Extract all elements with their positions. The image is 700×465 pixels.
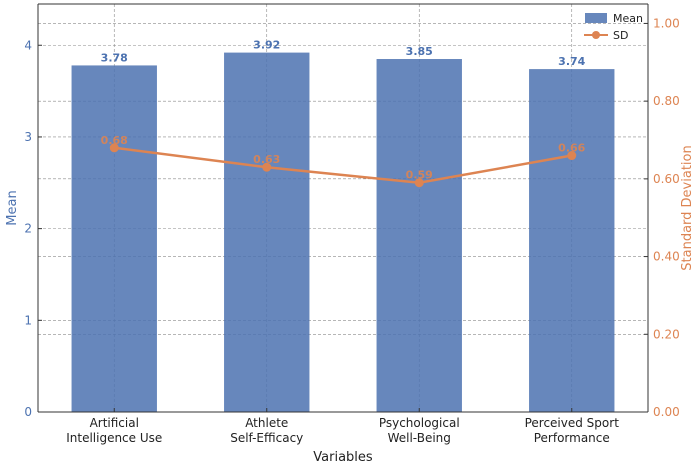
x-category-label-2-line-0: Psychological xyxy=(379,416,460,430)
right-tick-label-1: 0.20 xyxy=(653,327,680,341)
right-tick-label-3: 0.60 xyxy=(653,172,680,186)
x-category-label-3-line-0: Perceived Sport xyxy=(525,416,620,430)
left-tick-label-3: 3 xyxy=(24,130,32,144)
left-tick-label-1: 1 xyxy=(24,313,32,327)
x-category-label-0-line-1: Intelligence Use xyxy=(66,431,162,445)
bar-label-2: 3.85 xyxy=(406,45,433,58)
y-axis-title: Mean xyxy=(5,190,20,225)
sd-label-2: 0.59 xyxy=(406,169,433,182)
bar-mean-1 xyxy=(224,52,310,412)
bar-mean-0 xyxy=(71,65,157,413)
right-tick-label-2: 0.40 xyxy=(653,250,680,264)
legend-mean-swatch xyxy=(585,13,607,23)
x-category-label-1-line-0: Athlete xyxy=(245,416,288,430)
sd-label-3: 0.66 xyxy=(558,142,585,155)
y-axis-right-title: Standard Deviation xyxy=(680,145,695,270)
bar-mean-3 xyxy=(529,69,615,413)
sd-label-0: 0.68 xyxy=(101,134,128,147)
bars: 3.78 3.92 3.85 3.74 xyxy=(71,39,615,413)
right-tick-label-5: 1.00 xyxy=(653,16,680,30)
left-tick-label-0: 0 xyxy=(24,405,32,419)
sd-point-1 xyxy=(262,162,272,172)
bar-label-0: 3.78 xyxy=(101,51,128,64)
left-tick-label-2: 2 xyxy=(24,222,32,236)
right-tick-label-0: 0.00 xyxy=(653,405,680,419)
legend-mean-label: Mean xyxy=(613,12,643,25)
bar-label-3: 3.74 xyxy=(558,55,585,68)
right-y-ticks: 0.00 0.20 0.40 0.60 0.80 1.00 xyxy=(644,16,680,419)
right-tick-label-4: 0.80 xyxy=(653,94,680,108)
legend-sd-label: SD xyxy=(613,29,628,42)
x-category-label-0-line-0: Artificial xyxy=(90,416,139,430)
sd-line-series: 0.68 0.63 0.59 0.66 xyxy=(101,134,586,188)
axes xyxy=(37,3,649,413)
sd-line xyxy=(114,146,572,185)
left-tick-label-4: 4 xyxy=(24,38,32,52)
bar-mean-2 xyxy=(376,59,462,413)
sd-point-3 xyxy=(567,151,577,161)
x-category-label-3-line-1: Performance xyxy=(534,431,610,445)
left-y-ticks: 0 1 2 3 4 xyxy=(24,38,42,419)
x-category-label-2-line-1: Well-Being xyxy=(388,431,451,445)
sd-point-2 xyxy=(414,178,424,188)
sd-point-0 xyxy=(109,143,119,153)
sd-label-1: 0.63 xyxy=(253,153,280,166)
legend-sd-marker xyxy=(592,31,600,39)
x-category-label-1-line-1: Self-Efficacy xyxy=(230,431,303,445)
bar-label-1: 3.92 xyxy=(253,39,280,52)
x-axis-title: Variables xyxy=(313,450,373,465)
legend: Mean SD xyxy=(584,12,643,42)
